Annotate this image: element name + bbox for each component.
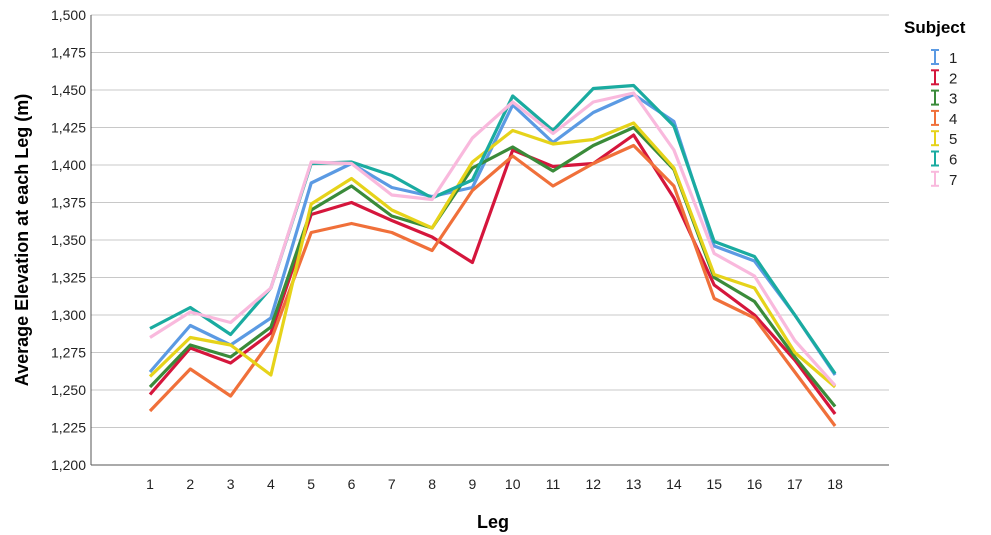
y-tick-label: 1,350 bbox=[51, 232, 86, 248]
y-tick-label: 1,425 bbox=[51, 120, 86, 136]
x-tick-label: 18 bbox=[827, 476, 843, 492]
gridlines bbox=[91, 14, 889, 466]
y-tick-label: 1,300 bbox=[51, 307, 86, 323]
legend-entry-5: 5 bbox=[931, 130, 957, 148]
x-tick-label: 1 bbox=[146, 476, 154, 492]
x-tick-label: 15 bbox=[706, 476, 722, 492]
legend-label: 3 bbox=[949, 91, 957, 108]
legend-entry-2: 2 bbox=[931, 69, 957, 87]
y-tick-label: 1,225 bbox=[51, 420, 86, 436]
legend-entry-6: 6 bbox=[931, 150, 957, 169]
legend: Subject 1 2 3 4 5 6 7 bbox=[904, 18, 966, 189]
x-axis-title: Leg bbox=[477, 512, 509, 532]
x-tick-label: 17 bbox=[787, 476, 803, 492]
y-tick-label: 1,400 bbox=[51, 157, 86, 173]
legend-label: 6 bbox=[949, 152, 957, 169]
y-tick-label: 1,500 bbox=[51, 7, 86, 23]
y-tick-label: 1,450 bbox=[51, 82, 86, 98]
x-tick-label: 3 bbox=[227, 476, 235, 492]
y-tick-label: 1,475 bbox=[51, 45, 86, 61]
y-tick-label: 1,275 bbox=[51, 345, 86, 361]
x-tick-label: 12 bbox=[586, 476, 602, 492]
x-tick-label: 5 bbox=[307, 476, 315, 492]
axes bbox=[90, 15, 889, 466]
x-axis-ticks: 1 2 3 4 5 6 7 8 9 10 11 12 13 14 15 16 17 18 bbox=[146, 476, 843, 492]
series-line-3 bbox=[148, 125, 837, 408]
legend-label: 1 bbox=[949, 50, 957, 67]
x-tick-label: 14 bbox=[666, 476, 682, 492]
legend-entry-7: 7 bbox=[931, 170, 957, 189]
x-tick-label: 6 bbox=[348, 476, 356, 492]
x-tick-label: 16 bbox=[747, 476, 763, 492]
x-tick-label: 2 bbox=[186, 476, 194, 492]
series-line-5 bbox=[148, 121, 837, 389]
y-axis-ticks: 1,200 1,225 1,250 1,275 1,300 1,325 1,350 1,375… bbox=[51, 7, 86, 473]
series-line-2 bbox=[148, 133, 837, 415]
y-tick-label: 1,375 bbox=[51, 195, 86, 211]
y-tick-label: 1,325 bbox=[51, 270, 86, 286]
x-tick-label: 4 bbox=[267, 476, 275, 492]
legend-entry-1: 1 bbox=[931, 49, 957, 67]
x-tick-label: 8 bbox=[428, 476, 436, 492]
x-tick-label: 13 bbox=[626, 476, 642, 492]
y-tick-label: 1,200 bbox=[51, 457, 86, 473]
series-line-7 bbox=[149, 91, 837, 387]
legend-entry-3: 3 bbox=[931, 89, 957, 108]
legend-entry-4: 4 bbox=[931, 109, 957, 128]
y-axis-title: Average Elevation at each Leg (m) bbox=[12, 94, 32, 386]
legend-label: 5 bbox=[949, 131, 957, 148]
x-tick-label: 7 bbox=[388, 476, 396, 492]
y-tick-label: 1,250 bbox=[51, 382, 86, 398]
legend-label: 4 bbox=[949, 111, 957, 128]
x-tick-label: 10 bbox=[505, 476, 521, 492]
x-tick-label: 9 bbox=[469, 476, 477, 492]
legend-title: Subject bbox=[904, 18, 966, 37]
series-lines bbox=[148, 83, 837, 427]
series-line-4 bbox=[148, 143, 837, 427]
legend-label: 7 bbox=[949, 172, 957, 189]
legend-label: 2 bbox=[949, 70, 957, 87]
x-tick-label: 11 bbox=[546, 476, 561, 492]
